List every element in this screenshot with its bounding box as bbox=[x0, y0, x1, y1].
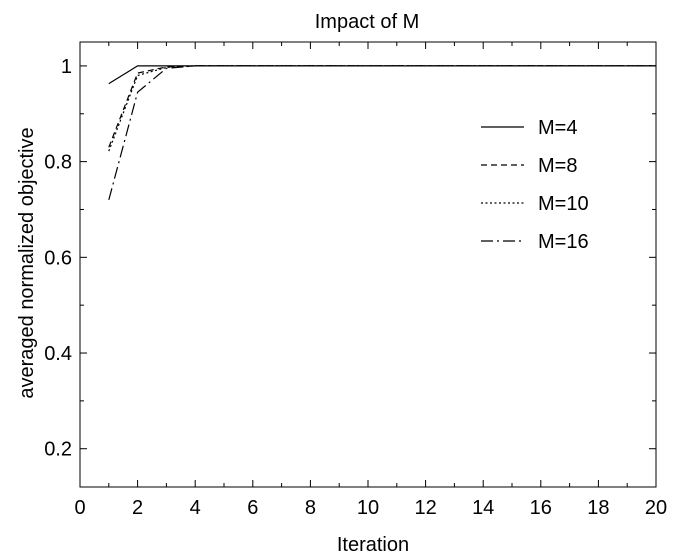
x-tick-label: 6 bbox=[247, 497, 258, 519]
x-tick-label: 8 bbox=[305, 497, 316, 519]
series-layer bbox=[108, 65, 656, 201]
x-tick-label: 18 bbox=[587, 497, 609, 519]
x-tick-label: 20 bbox=[645, 497, 667, 519]
x-axis-title: Iteration bbox=[337, 534, 409, 556]
y-axis-title: averaged normalized objective bbox=[16, 127, 38, 398]
y-tick-label: 0.6 bbox=[44, 247, 72, 269]
x-tick-label: 10 bbox=[357, 497, 379, 519]
y-axis: 0.2 0.4 0.6 0.8 1 bbox=[44, 56, 656, 461]
x-tick-label: 16 bbox=[530, 497, 552, 519]
plot-frame bbox=[79, 41, 657, 488]
plot-area bbox=[79, 41, 657, 488]
legend-label: M=16 bbox=[538, 231, 589, 253]
y-tick-label: 0.4 bbox=[44, 343, 72, 365]
x-tick-label: 14 bbox=[472, 497, 494, 519]
x-tick-label: 0 bbox=[74, 497, 85, 519]
chart-title: Impact of M bbox=[315, 11, 419, 33]
y-tick-label: 0.8 bbox=[44, 152, 72, 174]
y-tick-label: 0.2 bbox=[44, 439, 72, 461]
x-axis: 0 2 4 6 8 10 12 14 16 18 20 bbox=[74, 42, 667, 519]
x-tick-label: 12 bbox=[414, 497, 436, 519]
series-line bbox=[108, 65, 656, 85]
legend-label: M=8 bbox=[538, 155, 577, 177]
legend-label: M=4 bbox=[538, 117, 577, 139]
x-tick-label: 4 bbox=[190, 497, 201, 519]
legend-label: M=10 bbox=[538, 193, 589, 215]
y-tick-label: 1 bbox=[61, 56, 72, 78]
legend: M=4 M=8 M=10 M=16 bbox=[481, 117, 589, 253]
series-line bbox=[108, 65, 656, 201]
x-tick-label: 2 bbox=[132, 497, 143, 519]
